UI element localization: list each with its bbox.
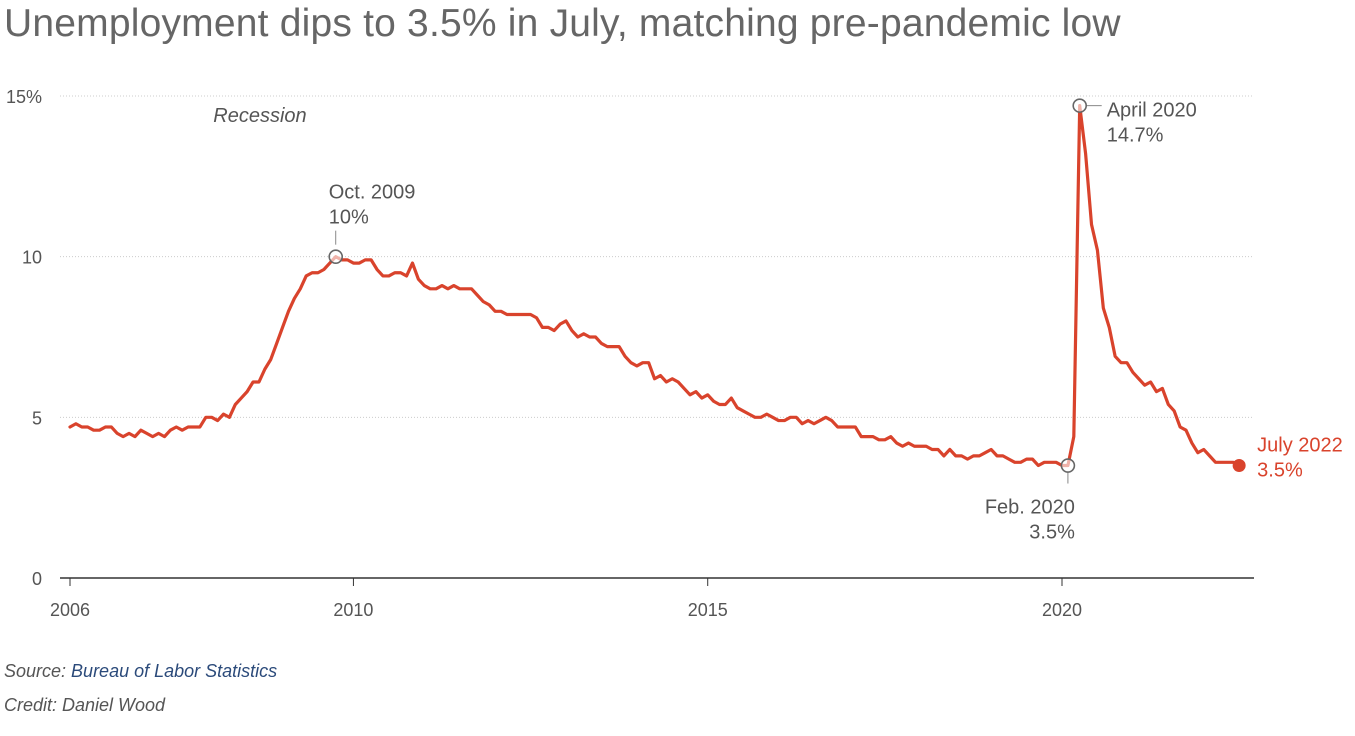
x-tick-label: 2015 [688,600,728,620]
source-link[interactable]: Bureau of Labor Statistics [71,661,278,681]
annotation-label: April 2020 [1107,100,1197,122]
chart-title: Unemployment dips to 3.5% in July, match… [4,2,1121,45]
source-note: Source: Bureau of Labor Statistics [4,661,277,682]
annotation-label: 14.7% [1107,125,1164,147]
y-tick-label: 10 [22,248,42,268]
y-tick-label: 5 [32,408,42,428]
y-tick-label: 15% [6,87,42,107]
unemployment-line-chart: 0 5 10 15% 2006 2010 2015 2020 Recession Oct. 2… [6,87,1343,620]
source-label: Source: [4,661,72,681]
recession-label: Recession [213,105,306,127]
x-tick-label: 2010 [333,600,373,620]
annotation-marker-circle [328,249,344,264]
annotation-label: 10% [329,207,369,229]
x-tick-label: 2006 [50,600,90,620]
y-tick-label: 0 [32,569,42,589]
axes: 0 5 10 15% 2006 2010 2015 2020 [6,87,1254,620]
annotations: Oct. 2009 10% April 2020 14.7% Feb. 2020 3.5%… [328,98,1343,544]
grid-lines [60,95,1254,418]
annotation-label: Feb. 2020 [985,497,1075,519]
annotation-label: 3.5% [1257,460,1303,482]
latest-value-dot [1232,459,1246,473]
annotation-label: 3.5% [1029,522,1075,544]
annotation-label: July 2022 [1257,435,1343,457]
unemployment-rate-line [68,104,1241,468]
x-tick-label: 2020 [1042,600,1082,620]
annotation-marker-circle [1060,458,1076,473]
annotation-label: Oct. 2009 [329,182,416,204]
series-line [68,104,1241,468]
credit-note: Credit: Daniel Wood [4,695,166,715]
annotation-marker-circle [1072,98,1088,113]
